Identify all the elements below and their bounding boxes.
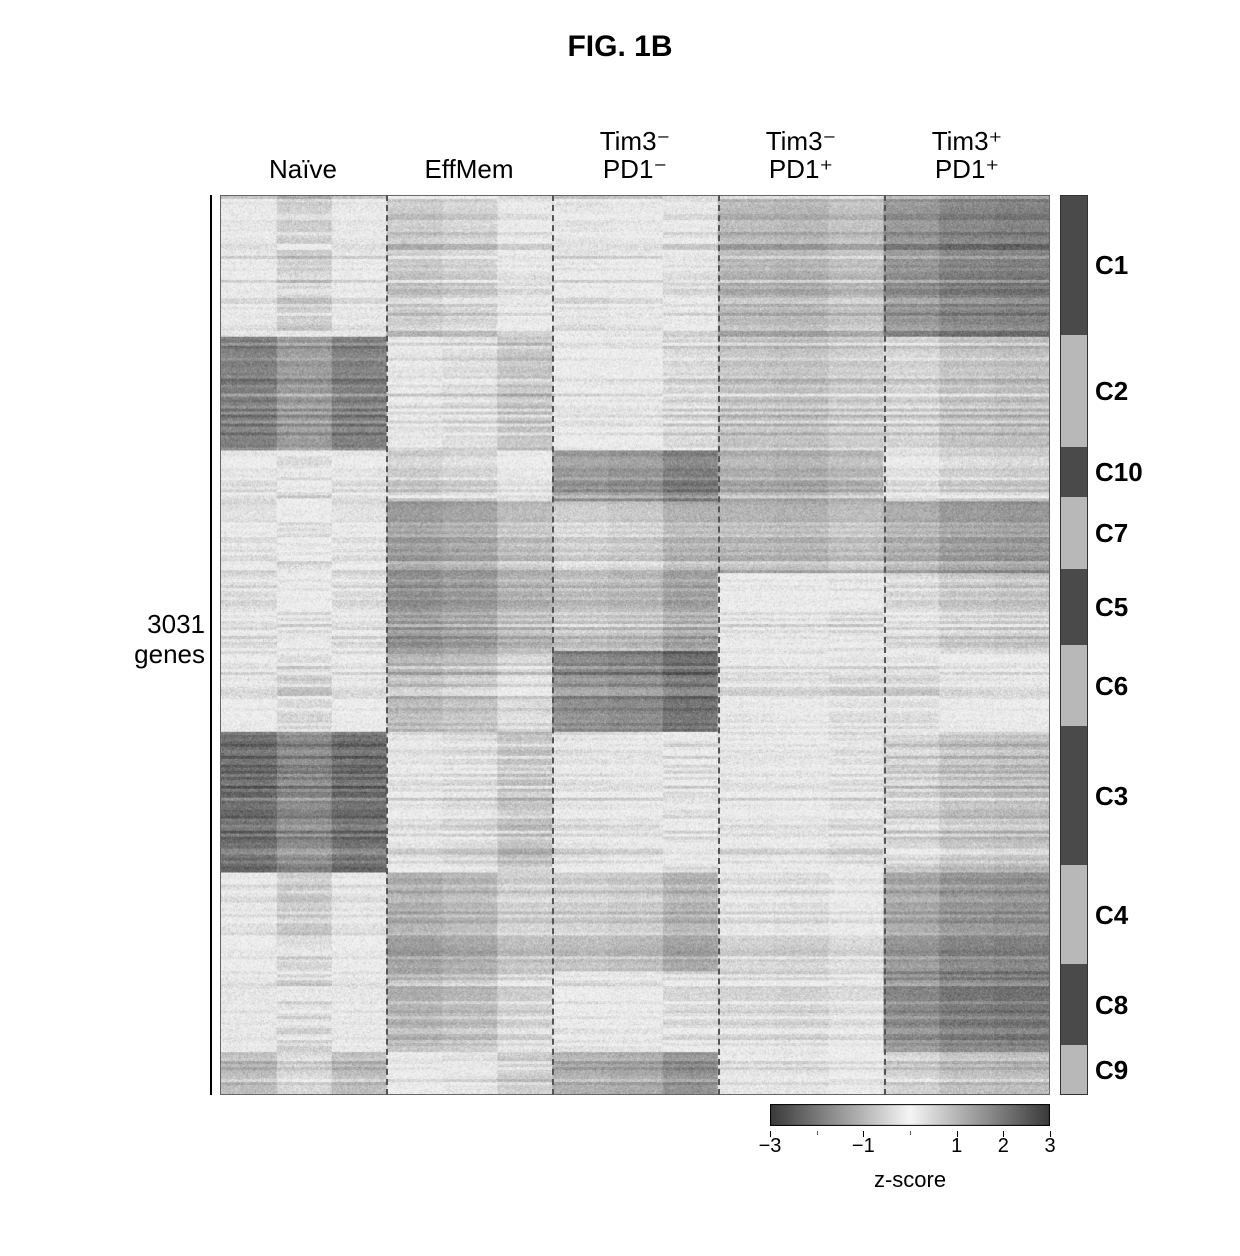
cluster-seg-c3 <box>1061 726 1087 865</box>
col-header-naive: Naïve <box>220 120 386 190</box>
col-header-tim3neg-pd1neg: Tim3⁻ PD1⁻ <box>552 120 718 190</box>
legend-tick-label: −3 <box>759 1135 782 1158</box>
legend-tick-label: −1 <box>852 1135 875 1158</box>
legend-title: z-score <box>770 1167 1050 1193</box>
cluster-seg-c7 <box>1061 497 1087 569</box>
col-header-effmem: EffMem <box>386 120 552 190</box>
yaxis-label-line1: 3031 <box>147 609 205 639</box>
col-header-line2: PD1⁻ <box>552 155 718 184</box>
cluster-labels: C1 C2 C10 C7 C5 C6 C3 C4 C8 C9 <box>1095 195 1175 1095</box>
cluster-seg-c8 <box>1061 964 1087 1045</box>
legend-ticks: −3−1123 <box>770 1131 1050 1145</box>
legend-tick-label: 3 <box>1044 1135 1055 1158</box>
cluster-label-c3: C3 <box>1095 781 1128 812</box>
col-header-line2: PD1⁺ <box>718 155 884 184</box>
cluster-label-c10: C10 <box>1095 457 1143 488</box>
legend-tick <box>817 1131 818 1135</box>
col-header-tim3pos-pd1pos: Tim3⁺ PD1⁺ <box>884 120 1050 190</box>
yaxis-bar <box>210 195 212 1095</box>
legend-tick-label: 1 <box>951 1135 962 1158</box>
col-header-tim3neg-pd1pos: Tim3⁻ PD1⁺ <box>718 120 884 190</box>
cluster-label-c5: C5 <box>1095 592 1128 623</box>
col-header-line1: Tim3⁻ <box>552 127 718 156</box>
colorbar-legend: −3−1123 z-score <box>770 1104 1050 1193</box>
cluster-label-c9: C9 <box>1095 1055 1128 1086</box>
yaxis-label-line2: genes <box>134 639 205 669</box>
cluster-color-bar <box>1060 195 1088 1095</box>
legend-gradient <box>770 1104 1050 1126</box>
col-header-line1: Tim3⁻ <box>718 127 884 156</box>
cluster-seg-c10 <box>1061 447 1087 496</box>
cluster-label-c6: C6 <box>1095 671 1128 702</box>
cluster-seg-c5 <box>1061 569 1087 645</box>
cluster-label-c7: C7 <box>1095 518 1128 549</box>
yaxis-label: 3031 genes <box>95 610 205 670</box>
col-header-line2: EffMem <box>386 155 552 184</box>
heatmap-canvas <box>221 196 1049 1094</box>
heatmap <box>220 195 1050 1095</box>
cluster-label-c4: C4 <box>1095 900 1128 931</box>
cluster-seg-c6 <box>1061 645 1087 726</box>
cluster-label-c1: C1 <box>1095 250 1128 281</box>
col-header-line1: Tim3⁺ <box>884 127 1050 156</box>
cluster-seg-c1 <box>1061 196 1087 335</box>
cluster-seg-c4 <box>1061 865 1087 964</box>
legend-tick-label: 2 <box>998 1135 1009 1158</box>
cluster-label-c8: C8 <box>1095 990 1128 1021</box>
cluster-seg-c2 <box>1061 335 1087 447</box>
figure-title: FIG. 1B <box>0 30 1240 64</box>
column-headers: Naïve EffMem Tim3⁻ PD1⁻ Tim3⁻ PD1⁺ Tim3⁺… <box>220 120 1050 190</box>
legend-tick <box>910 1131 911 1135</box>
cluster-label-c2: C2 <box>1095 376 1128 407</box>
cluster-seg-c9 <box>1061 1045 1087 1094</box>
col-header-line2: Naïve <box>220 155 386 184</box>
col-header-line2: PD1⁺ <box>884 155 1050 184</box>
